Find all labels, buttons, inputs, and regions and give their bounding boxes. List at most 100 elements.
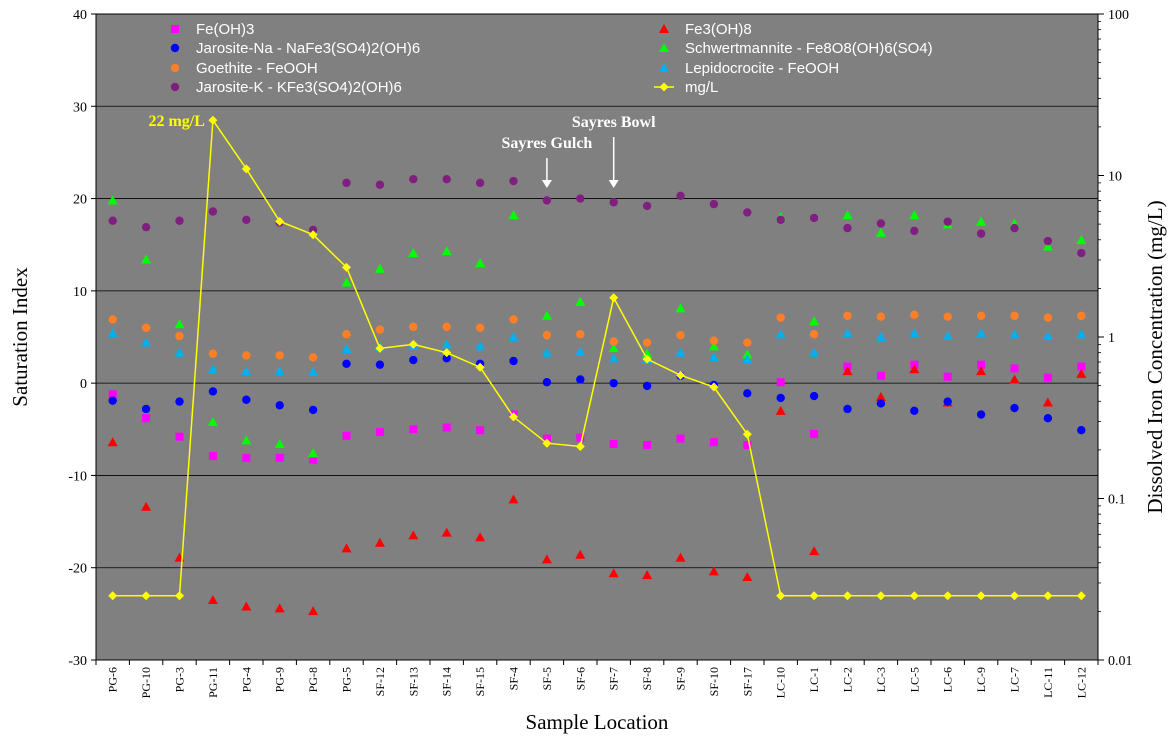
data-point: [509, 412, 518, 422]
data-point: [909, 328, 920, 338]
data-point: [942, 331, 953, 341]
data-point: [241, 164, 251, 174]
data-point: [876, 312, 886, 321]
data-point: [508, 332, 519, 341]
legend-label: Lepidocrocite - FeOOH: [685, 60, 839, 77]
data-point: [342, 431, 351, 440]
data-point: [1076, 591, 1086, 601]
data-point: [943, 312, 952, 321]
data-point: [909, 591, 919, 601]
data-point: [308, 448, 319, 458]
legend-item: Goethite - FeOOH: [170, 60, 318, 77]
data-point: [743, 338, 752, 347]
data-point: [341, 277, 352, 287]
data-point: [776, 393, 785, 403]
legend-label: Fe(OH)3: [196, 21, 254, 38]
data-point: [1043, 313, 1053, 322]
plot-area: [96, 14, 1098, 660]
y-tick-label: 30: [73, 100, 87, 115]
data-point: [208, 452, 217, 461]
y-axis-right: 0.01 0.1 1 10 100: [1098, 8, 1133, 669]
x-tick-label: PG-3: [173, 667, 187, 692]
data-point: [1009, 374, 1020, 384]
data-point: [743, 208, 752, 217]
data-point: [542, 378, 552, 387]
data-point: [943, 397, 952, 406]
y-tick-label: 40: [73, 8, 87, 23]
series-7: [108, 115, 1086, 601]
data-point: [809, 391, 819, 401]
data-point: [275, 453, 284, 462]
data-point: [609, 378, 618, 388]
data-point: [242, 215, 251, 224]
x-tick-label: LC-5: [907, 667, 921, 692]
data-point: [207, 416, 218, 426]
legend-item: Schwertmannite - Fe8O8(OH)6(SO4): [659, 40, 933, 57]
x-tick-label: SF-7: [607, 667, 621, 690]
data-point: [609, 440, 618, 449]
data-point: [175, 397, 184, 406]
data-point: [642, 381, 652, 391]
legend-label: Jarosite-K - KFe3(SO4)2(OH)6: [196, 79, 402, 96]
data-point: [1042, 331, 1053, 341]
data-point: [375, 428, 384, 437]
data-point: [107, 195, 118, 205]
x-tick-label: PG-11: [206, 667, 220, 698]
annotation-label: Sayres Gulch: [501, 135, 592, 152]
y-tick-label: -20: [68, 562, 87, 577]
data-point: [441, 527, 452, 537]
data-point: [643, 440, 652, 449]
data-point: [175, 432, 184, 441]
x-tick-label: SF-4: [507, 667, 521, 690]
data-point: [375, 325, 385, 334]
data-point: [442, 423, 451, 432]
data-point: [107, 328, 118, 338]
annotation-label: 22 mg/L: [148, 113, 204, 130]
data-point: [541, 347, 552, 357]
legend-marker: [659, 82, 669, 92]
data-point: [675, 347, 686, 357]
data-point: [541, 554, 552, 564]
data-point: [876, 591, 886, 601]
data-point: [541, 310, 552, 320]
data-point: [274, 603, 285, 613]
series-0: [108, 360, 1086, 464]
data-point: [509, 356, 518, 366]
data-point: [809, 591, 819, 601]
data-point: [408, 339, 418, 349]
data-point: [843, 223, 852, 233]
x-tick-label: PG-8: [306, 667, 320, 692]
data-point: [676, 191, 685, 201]
x-tick-label: SF-17: [740, 667, 754, 696]
data-point: [375, 180, 385, 189]
data-point: [208, 387, 218, 396]
data-point: [875, 391, 886, 401]
legend-label: Goethite - FeOOH: [196, 60, 318, 77]
x-tick-label: SF-8: [640, 667, 654, 690]
data-point: [842, 210, 853, 220]
data-point: [476, 426, 485, 435]
x-tick-label: SF-6: [573, 667, 587, 690]
data-point: [508, 494, 519, 504]
series-layer: [107, 115, 1087, 616]
data-point: [342, 359, 351, 368]
data-point: [1042, 397, 1053, 407]
annotations: 22 mg/L Sayres Gulch Sayres Bowl: [148, 113, 656, 188]
y2-tick-label: 100: [1108, 8, 1129, 23]
data-point: [442, 354, 451, 363]
data-point: [475, 362, 485, 372]
data-point: [1043, 236, 1053, 246]
data-point: [709, 382, 719, 392]
legend-marker: [170, 63, 180, 73]
data-point: [709, 199, 719, 209]
data-point: [308, 225, 318, 235]
data-point: [241, 435, 252, 445]
legend-item: Fe(OH)3: [171, 21, 254, 38]
data-point: [708, 566, 719, 576]
data-point: [575, 549, 586, 559]
data-point: [1010, 223, 1019, 233]
x-tick-label: SF-5: [540, 667, 554, 690]
data-point: [408, 248, 419, 258]
data-point: [308, 367, 319, 377]
